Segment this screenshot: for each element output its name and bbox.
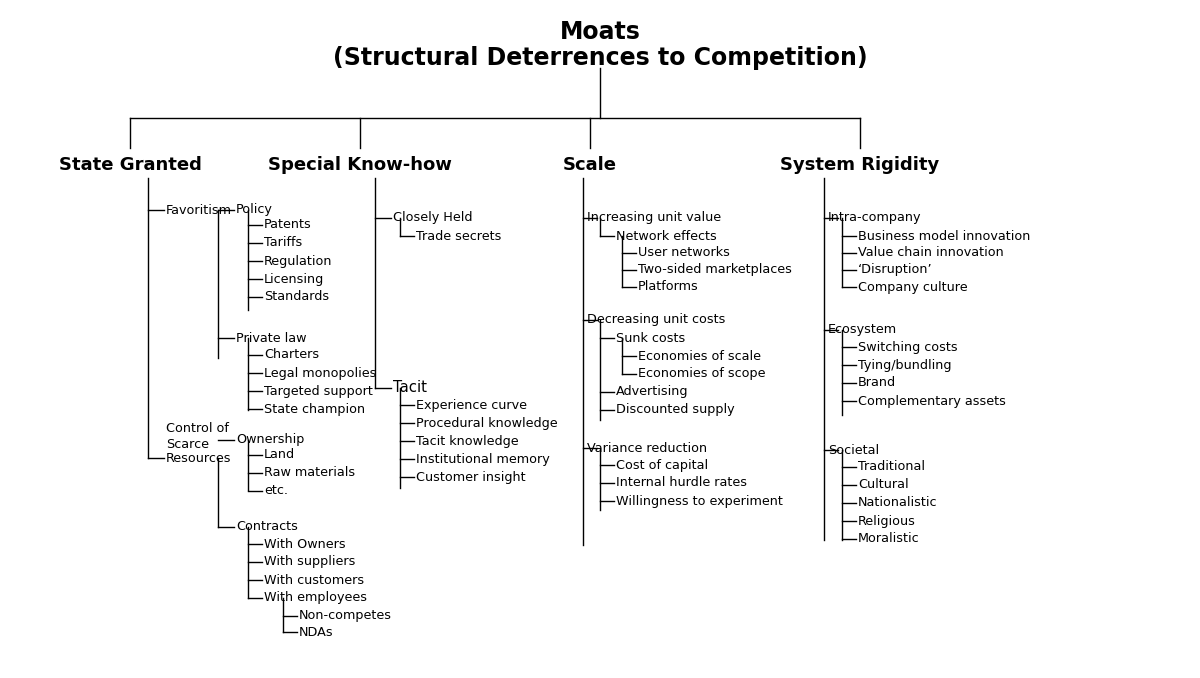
Text: Trade secrets: Trade secrets: [416, 229, 502, 243]
Text: Traditional: Traditional: [858, 460, 925, 473]
Text: Non-competes: Non-competes: [299, 610, 392, 622]
Text: User networks: User networks: [638, 247, 730, 260]
Text: Private law: Private law: [236, 332, 306, 344]
Text: Ownership: Ownership: [236, 433, 305, 447]
Text: Platforms: Platforms: [638, 281, 698, 294]
Text: etc.: etc.: [264, 485, 288, 498]
Text: Switching costs: Switching costs: [858, 340, 958, 353]
Text: Charters: Charters: [264, 348, 319, 361]
Text: Increasing unit value: Increasing unit value: [587, 212, 721, 224]
Text: Control of
Scarce
Resources: Control of Scarce Resources: [166, 422, 232, 466]
Text: Favoritism: Favoritism: [166, 203, 232, 216]
Text: Moralistic: Moralistic: [858, 532, 919, 546]
Text: System Rigidity: System Rigidity: [780, 156, 940, 174]
Text: With Owners: With Owners: [264, 538, 346, 551]
Text: Complementary assets: Complementary assets: [858, 395, 1006, 407]
Text: ‘Disruption’: ‘Disruption’: [858, 264, 932, 277]
Text: Tacit knowledge: Tacit knowledge: [416, 435, 518, 447]
Text: Policy: Policy: [236, 203, 272, 216]
Text: State Granted: State Granted: [59, 156, 202, 174]
Text: Moats: Moats: [559, 20, 641, 44]
Text: Tacit: Tacit: [394, 380, 427, 395]
Text: Patents: Patents: [264, 218, 312, 231]
Text: Variance reduction: Variance reduction: [587, 441, 707, 454]
Text: Scale: Scale: [563, 156, 617, 174]
Text: Sunk costs: Sunk costs: [616, 332, 685, 344]
Text: Legal monopolies: Legal monopolies: [264, 367, 377, 380]
Text: Cost of capital: Cost of capital: [616, 458, 708, 471]
Text: Customer insight: Customer insight: [416, 471, 526, 483]
Text: Advertising: Advertising: [616, 386, 689, 399]
Text: Willingness to experiment: Willingness to experiment: [616, 494, 782, 508]
Text: Regulation: Regulation: [264, 254, 332, 268]
Text: Internal hurdle rates: Internal hurdle rates: [616, 477, 746, 490]
Text: (Structural Deterrences to Competition): (Structural Deterrences to Competition): [332, 46, 868, 70]
Text: Licensing: Licensing: [264, 273, 324, 285]
Text: Raw materials: Raw materials: [264, 466, 355, 479]
Text: Decreasing unit costs: Decreasing unit costs: [587, 313, 725, 327]
Text: Standards: Standards: [264, 290, 329, 304]
Text: With suppliers: With suppliers: [264, 555, 355, 568]
Text: Procedural knowledge: Procedural knowledge: [416, 416, 558, 429]
Text: Targeted support: Targeted support: [264, 384, 373, 397]
Text: Religious: Religious: [858, 515, 916, 527]
Text: Cultural: Cultural: [858, 479, 908, 492]
Text: Institutional memory: Institutional memory: [416, 452, 550, 466]
Text: Closely Held: Closely Held: [394, 212, 473, 224]
Text: Economies of scale: Economies of scale: [638, 349, 761, 363]
Text: Experience curve: Experience curve: [416, 399, 527, 412]
Text: Discounted supply: Discounted supply: [616, 403, 734, 416]
Text: Two-sided marketplaces: Two-sided marketplaces: [638, 264, 792, 277]
Text: NDAs: NDAs: [299, 626, 334, 639]
Text: Company culture: Company culture: [858, 281, 967, 294]
Text: State champion: State champion: [264, 403, 365, 416]
Text: With customers: With customers: [264, 574, 364, 586]
Text: Contracts: Contracts: [236, 521, 298, 534]
Text: Special Know-how: Special Know-how: [268, 156, 452, 174]
Text: Land: Land: [264, 449, 295, 462]
Text: Value chain innovation: Value chain innovation: [858, 247, 1003, 260]
Text: Economies of scope: Economies of scope: [638, 367, 766, 380]
Text: Brand: Brand: [858, 376, 896, 389]
Text: With employees: With employees: [264, 591, 367, 605]
Text: Societal: Societal: [828, 443, 880, 456]
Text: Nationalistic: Nationalistic: [858, 496, 937, 509]
Text: Tariffs: Tariffs: [264, 237, 302, 250]
Text: Ecosystem: Ecosystem: [828, 323, 898, 336]
Text: Network effects: Network effects: [616, 229, 716, 243]
Text: Intra-company: Intra-company: [828, 212, 922, 224]
Text: Business model innovation: Business model innovation: [858, 229, 1031, 243]
Text: Tying/bundling: Tying/bundling: [858, 359, 952, 372]
